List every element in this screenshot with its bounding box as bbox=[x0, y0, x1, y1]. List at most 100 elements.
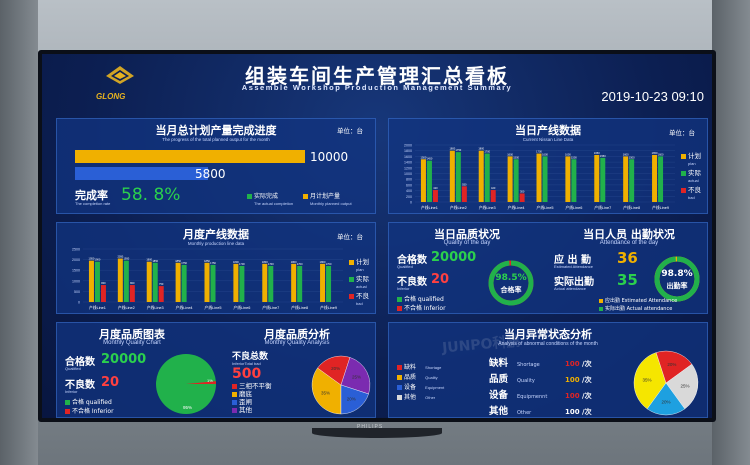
abnormal-row-sub: Quality bbox=[517, 378, 535, 384]
bar-计划 bbox=[146, 261, 152, 302]
dq-ring-chart bbox=[488, 260, 534, 306]
category-label: 产线Line6 bbox=[565, 205, 582, 210]
att-legend-act-swatch bbox=[599, 306, 603, 311]
attendance-ring-chart bbox=[654, 256, 700, 302]
dq-ring-value: 98.5% bbox=[495, 273, 527, 283]
bar-计划 bbox=[652, 154, 658, 202]
bar-value-label: 1450 bbox=[427, 157, 433, 161]
daily-line-chart: 2000180016001400120010008006004002000150… bbox=[404, 144, 675, 210]
bar-不良 bbox=[129, 285, 135, 302]
bar-value-label: 550 bbox=[462, 182, 467, 186]
qa-legend-swatch bbox=[232, 391, 237, 397]
qa-total-label: 不良总数 bbox=[232, 352, 269, 362]
legend-item: 实际 actual bbox=[349, 276, 369, 290]
pie-label: 20% bbox=[347, 397, 356, 402]
y-tick-label: 1500 bbox=[72, 269, 80, 273]
monthly-line-unit: 单位：台 bbox=[337, 233, 363, 241]
legend-sub: plan bbox=[356, 267, 364, 272]
category-label: 产线Line7 bbox=[594, 205, 611, 210]
category-label: 产线Line5 bbox=[537, 205, 554, 210]
qa-legend-item: 三相不平衡 bbox=[232, 382, 272, 390]
completion-rate-sub: The completion rate bbox=[75, 201, 111, 206]
legend-swatch bbox=[681, 153, 686, 159]
qa-legend-item: 其他 bbox=[232, 406, 272, 414]
legend-sub: actual bbox=[356, 284, 367, 289]
y-tick-label: 600 bbox=[406, 183, 412, 187]
bar-value-label: 800 bbox=[130, 281, 135, 285]
actual-bar bbox=[75, 167, 209, 180]
bar-实际 bbox=[152, 262, 158, 302]
pie-label: 35% bbox=[643, 377, 652, 382]
qa-legend-label: 磨底 bbox=[239, 390, 252, 398]
bar-value-label: 1700 bbox=[297, 262, 303, 266]
bar-value-label: 1750 bbox=[181, 261, 187, 265]
tv-stand bbox=[312, 428, 442, 438]
monthly-total-panel: 当月总计划产量完成进度 The progress of the total pl… bbox=[56, 118, 376, 214]
bar-计划 bbox=[478, 150, 484, 202]
bar-实际 bbox=[658, 156, 664, 202]
qa-legend-swatch bbox=[232, 407, 237, 413]
bar-value-label: 1500 bbox=[571, 155, 577, 159]
y-tick-label: 800 bbox=[406, 178, 412, 182]
abnormal-row-value: 100 bbox=[565, 392, 580, 400]
dq-qualified-label: 合格数 bbox=[397, 255, 427, 266]
legend-item: 计划 plan bbox=[681, 153, 701, 167]
y-tick-label: 1200 bbox=[404, 166, 412, 170]
dq-inferior-value: 20 bbox=[431, 272, 450, 287]
category-label: 产线Line8 bbox=[291, 305, 308, 310]
y-tick-label: 500 bbox=[74, 290, 80, 294]
legend-item: 不良 bad bbox=[349, 293, 369, 307]
y-tick-label: 1800 bbox=[404, 149, 412, 153]
legend-swatch bbox=[349, 276, 354, 282]
abnormal-legend-swatch bbox=[397, 375, 402, 380]
page-title: 组装车间生产管理汇总看板 bbox=[245, 64, 509, 88]
legend-swatch bbox=[681, 170, 686, 176]
bar-计划 bbox=[204, 262, 210, 302]
att-legend-act: 实际出勤 Actual attendance bbox=[599, 305, 672, 312]
legend-actual: 实际完成 bbox=[247, 191, 278, 200]
bar-value-label: 1600 bbox=[565, 152, 571, 156]
bar-不良 bbox=[519, 193, 525, 202]
pie-slice bbox=[340, 357, 371, 395]
abnormal-legend-sub: Quality bbox=[424, 375, 438, 380]
pie-slice bbox=[340, 384, 369, 415]
abnormal-row-unit: /次 bbox=[579, 392, 592, 400]
legend-planned-label: 月计划产量 bbox=[310, 193, 341, 200]
attendance-ring-label: 出勤率 bbox=[666, 282, 688, 290]
daily-quality-panel: 当日品质状况 Quality of the day 合格数 Qualified … bbox=[388, 222, 708, 314]
bar-计划 bbox=[291, 263, 297, 302]
bar-计划 bbox=[594, 154, 600, 202]
bar-value-label: 1950 bbox=[89, 257, 95, 261]
abnormal-row: 品质 Quality 100 /次 bbox=[489, 371, 592, 387]
daily-line-title: 当日产线数据 bbox=[515, 124, 581, 137]
abnormal-row-label: 品质 bbox=[489, 374, 509, 385]
y-tick-label: 1400 bbox=[404, 161, 412, 165]
dq-legend-inferior-swatch bbox=[397, 306, 402, 311]
legend-item: 实际 actual bbox=[681, 170, 701, 184]
bar-value-label: 1900 bbox=[146, 258, 152, 262]
legend-actual-label: 实际完成 bbox=[254, 193, 279, 200]
legend-planned-sub: Monthly planned output bbox=[310, 201, 352, 206]
y-tick-label: 0 bbox=[410, 201, 412, 205]
page-subtitle: Assemble Workshop Production Management … bbox=[241, 83, 513, 92]
tv-frame: GLONG 组装车间生产管理汇总看板 Assemble Workshop Pro… bbox=[38, 50, 716, 422]
mq-legend-qualified-label: 合格 qualified bbox=[72, 399, 112, 406]
bar-value-label: 1850 bbox=[204, 259, 210, 263]
abnormal-legend-sub: Shortage bbox=[424, 365, 442, 370]
monthly-total-unit: 单位：台 bbox=[337, 127, 363, 135]
dashboard-screen: GLONG 组装车间生产管理汇总看板 Assemble Workshop Pro… bbox=[42, 54, 712, 418]
bar-value-label: 1500 bbox=[629, 155, 635, 159]
abnormal-legend-item: 品质 Quality bbox=[397, 373, 444, 383]
bar-实际 bbox=[297, 265, 303, 302]
y-tick-label: 2500 bbox=[72, 248, 80, 252]
category-label: 产线Line7 bbox=[262, 305, 279, 310]
legend-item: 不良 bad bbox=[681, 187, 701, 201]
bar-value-label: 1650 bbox=[652, 151, 658, 155]
bar-value-label: 1700 bbox=[326, 262, 332, 266]
abnormal-legend-item: 设备 Equipment bbox=[397, 383, 444, 393]
abnormal-row: 缺料 Shortage 100 /次 bbox=[489, 355, 592, 371]
bar-value-label: 420 bbox=[491, 186, 496, 190]
att-legend-est-label: 应出勤 Estimated Attendance bbox=[605, 298, 678, 304]
bar-value-label: 300 bbox=[520, 189, 525, 193]
